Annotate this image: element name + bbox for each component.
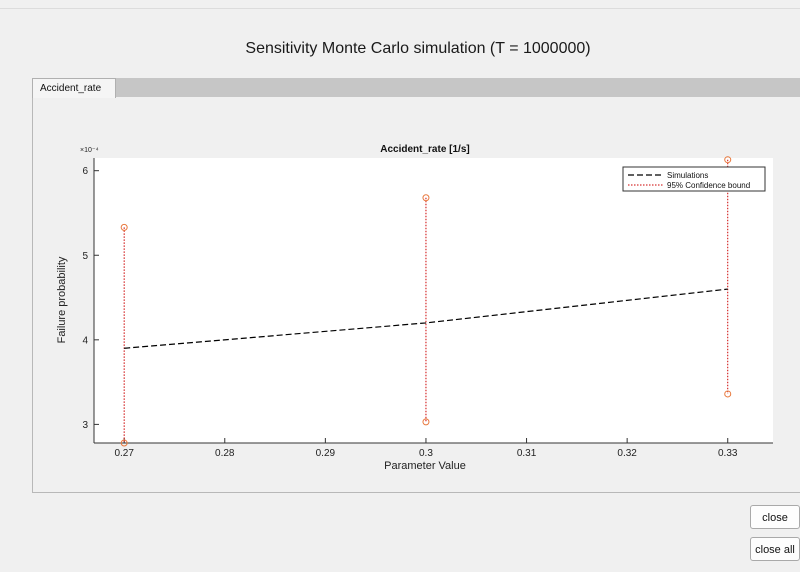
x-tick-label: 0.3 [419, 448, 433, 459]
simulations-line [124, 288, 728, 349]
y-tick-label: 6 [82, 166, 88, 177]
x-tick-label: 0.27 [114, 448, 134, 459]
top-divider [0, 8, 800, 9]
close-button[interactable]: close [750, 505, 800, 529]
confidence-lower-marker [120, 439, 128, 447]
x-tick-label: 0.31 [517, 448, 537, 459]
close-all-button[interactable]: close all [750, 537, 800, 561]
tab-accident-rate[interactable]: Accident_rate [32, 78, 116, 98]
y-tick-label: 5 [82, 251, 88, 262]
legend-simulations-label: Simulations [667, 171, 708, 180]
y-axis-exponent: ×10⁻⁴ [80, 147, 99, 154]
axis-ticks: 0.27 0.28 0.29 0.3 0.31 0.32 0.33 3 4 5 6 [82, 166, 737, 459]
x-tick-label: 0.29 [316, 448, 336, 459]
confidence-upper-marker [724, 156, 732, 164]
y-tick-label: 4 [82, 335, 88, 346]
window-title: Sensitivity Monte Carlo simulation (T = … [245, 40, 591, 57]
axes-background [94, 158, 773, 443]
confidence-upper-marker [120, 223, 128, 231]
legend-box [622, 166, 766, 192]
tab-strip [32, 78, 800, 97]
chart-series [120, 156, 732, 447]
chart-title: Accident_rate [1/s] [380, 144, 469, 155]
chart-legend: Simulations 95% Confidence bound [622, 166, 766, 192]
x-tick-label: 0.33 [718, 448, 738, 459]
x-tick-label: 0.28 [215, 448, 235, 459]
legend-confidence-label: 95% Confidence bound [667, 181, 750, 190]
y-tick-label: 3 [82, 420, 88, 431]
x-tick-label: 0.32 [617, 448, 637, 459]
confidence-upper-marker [422, 194, 430, 202]
confidence-lower-marker [422, 418, 430, 426]
confidence-lower-marker [724, 390, 732, 398]
y-axis-label: Failure probability [56, 256, 68, 343]
x-axis-label: Parameter Value [384, 460, 466, 472]
